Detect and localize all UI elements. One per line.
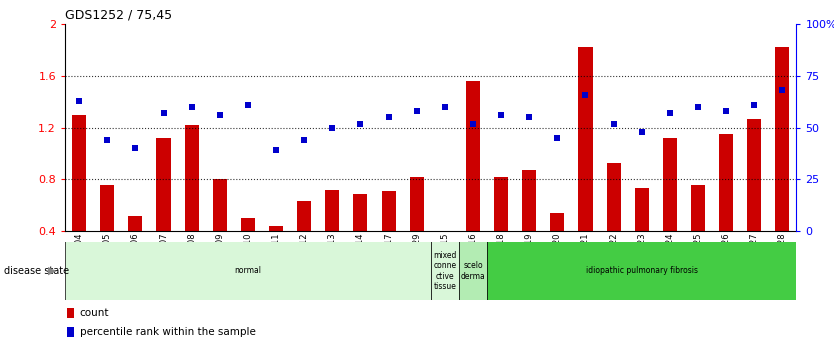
Bar [67, 308, 74, 318]
Point [157, 110, 170, 116]
Bar [184, 125, 198, 231]
Text: disease state: disease state [4, 266, 69, 276]
Text: GDS1252 / 75,45: GDS1252 / 75,45 [65, 9, 172, 22]
Bar [606, 162, 620, 231]
Point [635, 129, 648, 135]
Bar [381, 191, 395, 231]
Point [382, 115, 395, 120]
Bar [550, 213, 565, 231]
Point [269, 148, 283, 153]
Point [410, 108, 424, 114]
Text: scelo
derma: scelo derma [460, 261, 485, 280]
Bar [663, 138, 677, 231]
Bar [579, 47, 592, 231]
Point [438, 104, 451, 110]
Point [776, 88, 789, 93]
Point [523, 115, 536, 120]
Bar [269, 226, 283, 231]
Bar [297, 201, 311, 231]
Point [691, 104, 705, 110]
Point [607, 121, 620, 126]
Point [214, 112, 227, 118]
Bar [635, 188, 649, 231]
Bar [466, 81, 480, 231]
Bar [354, 194, 368, 231]
Bar [522, 170, 536, 231]
Bar [487, 241, 796, 300]
Bar [719, 134, 733, 231]
Point [466, 121, 480, 126]
Text: ▶: ▶ [48, 266, 57, 276]
Point [720, 108, 733, 114]
Bar [128, 216, 143, 231]
Point [298, 137, 311, 143]
Text: count: count [80, 308, 109, 318]
Bar [430, 241, 459, 300]
Point [101, 137, 114, 143]
Bar [67, 327, 74, 337]
Point [747, 102, 761, 108]
Point [73, 98, 86, 104]
Bar [157, 138, 170, 231]
Text: percentile rank within the sample: percentile rank within the sample [80, 327, 255, 337]
Point [185, 104, 198, 110]
Bar [72, 115, 86, 231]
Point [495, 112, 508, 118]
Text: mixed
conne
ctive
tissue: mixed conne ctive tissue [433, 251, 456, 291]
Bar [100, 185, 114, 231]
Bar [459, 241, 487, 300]
Point [241, 102, 254, 108]
Text: idiopathic pulmonary fibrosis: idiopathic pulmonary fibrosis [585, 266, 698, 275]
Bar [776, 47, 790, 231]
Point [128, 146, 142, 151]
Point [663, 110, 676, 116]
Bar [241, 218, 255, 231]
Point [550, 135, 564, 141]
Point [354, 121, 367, 126]
Bar [409, 177, 424, 231]
Bar [691, 185, 705, 231]
Point [579, 92, 592, 97]
Bar [494, 177, 508, 231]
Bar [65, 241, 430, 300]
Point [325, 125, 339, 130]
Text: normal: normal [234, 266, 261, 275]
Bar [213, 179, 227, 231]
Bar [325, 190, 339, 231]
Bar [747, 119, 761, 231]
